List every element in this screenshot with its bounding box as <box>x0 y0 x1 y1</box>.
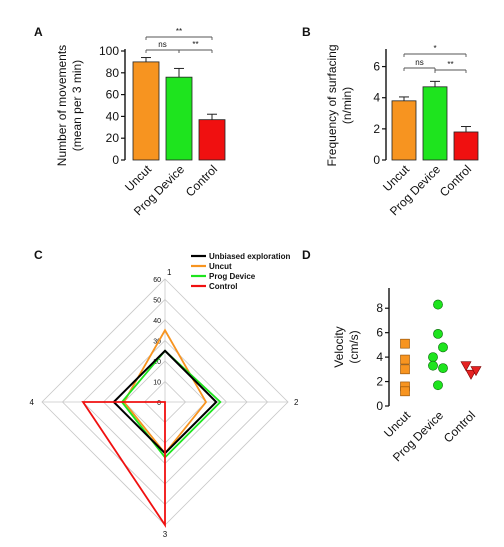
bar-control <box>198 119 226 161</box>
y-tick-label: 4 <box>373 91 380 105</box>
data-point <box>433 380 443 391</box>
y-tick-label: 6 <box>376 326 383 340</box>
radar-tick-label: 20 <box>153 359 161 366</box>
bar-prog-device <box>422 86 448 161</box>
significance-label: * <box>433 44 436 53</box>
y-tick-label: 0 <box>373 153 380 167</box>
panel-letter: B <box>302 25 311 39</box>
legend-label: Uncut <box>209 262 232 271</box>
y-tick-label: 40 <box>106 109 120 123</box>
radar-tick-label: 0 <box>157 400 161 407</box>
significance-label: ns <box>158 40 166 49</box>
y-tick-label: 6 <box>373 60 380 74</box>
y-tick-label: 80 <box>106 66 120 80</box>
significance-label: ** <box>176 27 182 36</box>
radar-tick-label: 10 <box>153 380 161 387</box>
data-point <box>428 360 438 371</box>
panel-c: C 0 10 20 30 40 50 60 1 2 3 4 Unbiased explorationUn… <box>30 248 299 539</box>
y-tick-label: 2 <box>376 375 383 389</box>
data-point <box>438 363 448 374</box>
y-tick-label: 2 <box>373 122 380 136</box>
y-axis-label: Frequency of surfacing <box>325 44 339 166</box>
panel-letter: C <box>34 248 43 262</box>
y-tick-label: 20 <box>106 131 120 145</box>
x-category-label: Control <box>183 162 220 199</box>
significance-label: ** <box>447 60 453 69</box>
legend-label: Prog Device <box>209 272 256 281</box>
data-point <box>465 369 477 380</box>
bar-uncut <box>391 100 417 161</box>
legend-label: Control <box>209 282 237 291</box>
bar-prog-device <box>165 76 193 161</box>
radar-tick-label: 60 <box>153 277 161 284</box>
y-tick-label: 60 <box>106 88 120 102</box>
data-point <box>428 352 438 363</box>
data-point <box>400 386 410 397</box>
bar-uncut <box>132 61 160 161</box>
y-tick-label: 0 <box>376 399 383 413</box>
y-axis-label: Velocity <box>332 326 346 367</box>
y-tick-label: 4 <box>376 350 383 364</box>
x-category-label: Control <box>441 408 478 445</box>
radar-tick-label: 40 <box>153 318 161 325</box>
y-axis-label: (mean per 3 min) <box>70 60 84 151</box>
y-tick-label: 8 <box>376 301 383 315</box>
legend-label: Unbiased exploration <box>209 252 290 261</box>
data-point <box>433 299 443 310</box>
panel-a: A Number of movements (mean per 3 min) 0 20 4… <box>34 25 226 218</box>
panel-letter: D <box>302 248 311 262</box>
y-axis-unit: (cm/s) <box>347 330 361 363</box>
data-point <box>438 342 448 353</box>
y-axis-label: (n/min) <box>340 87 354 124</box>
radar-axis-label: 3 <box>163 530 168 539</box>
data-point <box>400 338 410 349</box>
radar-axis-label: 4 <box>30 398 35 407</box>
radar-axis-label: 1 <box>167 268 172 277</box>
data-point <box>400 354 410 365</box>
significance-label: ns <box>415 58 423 67</box>
radar-axis-label: 2 <box>294 398 299 407</box>
data-point <box>470 366 482 377</box>
radar-tick-label: 50 <box>153 298 161 305</box>
y-tick-label: 100 <box>99 44 119 58</box>
panel-letter: A <box>34 25 43 39</box>
y-axis-label: Number of movements <box>55 45 69 166</box>
x-category-label: Control <box>437 162 474 199</box>
y-tick-label: 0 <box>112 153 119 167</box>
significance-label: ** <box>192 40 198 49</box>
radar-tick-label: 30 <box>153 339 161 346</box>
radar-series-control <box>81 401 166 528</box>
data-point <box>433 328 443 339</box>
bar-control <box>453 131 479 161</box>
data-point <box>400 364 410 375</box>
data-point <box>460 361 472 372</box>
